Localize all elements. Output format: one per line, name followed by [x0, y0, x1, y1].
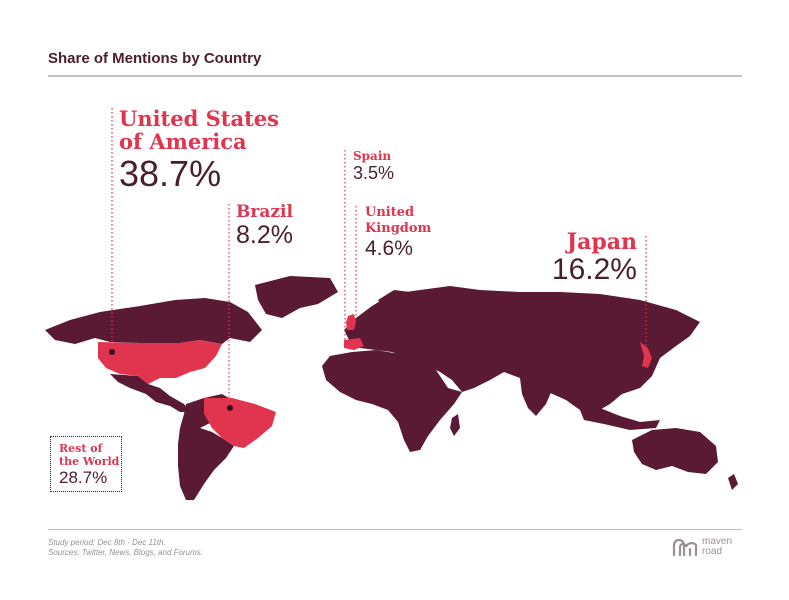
japan-shape	[640, 342, 652, 368]
maven-road-logo-icon	[672, 538, 698, 557]
rest-name: Rest of the World	[59, 442, 120, 468]
brazil-marker	[227, 405, 233, 411]
usa-name: United States of America	[119, 106, 279, 154]
footnote: Study period: Dec 8th - Dec 11th. Source…	[48, 538, 203, 558]
central-america-shape	[110, 374, 190, 412]
usa-marker	[109, 349, 115, 355]
japan-share: 16.2%	[551, 253, 637, 286]
india-shape	[520, 378, 552, 416]
south-america-south-shape	[178, 414, 234, 500]
usa-share: 38.7%	[119, 153, 222, 194]
japan-callout: Japan 16.2%	[552, 230, 637, 286]
uk-callout: United Kingdom 4.6%	[365, 205, 455, 260]
spain-shape	[344, 338, 364, 350]
australia-shape	[632, 428, 718, 474]
spain-callout: Spain 3.5%	[353, 149, 394, 183]
spain-share: 3.5%	[353, 163, 395, 183]
usa-callout: United States of America 38.7%	[119, 107, 279, 193]
study-period: Study period: Dec 8th - Dec 11th.	[48, 538, 166, 547]
brazil-share: 8.2%	[236, 221, 293, 249]
uk-name: United Kingdom	[365, 205, 432, 236]
rest-of-world-callout: Rest of the World 28.7%	[50, 436, 122, 492]
new-zealand-shape	[728, 474, 738, 490]
greenland-shape	[255, 276, 338, 318]
japan-name: Japan	[566, 229, 637, 255]
uk-share: 4.6%	[365, 237, 413, 260]
north-america-shape	[45, 298, 262, 344]
chart-title: Share of Mentions by Country	[48, 50, 262, 67]
madagascar-shape	[450, 414, 460, 436]
usa-shape	[98, 340, 222, 384]
title-divider	[48, 75, 742, 77]
se-asia-shape	[580, 408, 660, 430]
scandinavia-shape	[378, 290, 418, 320]
brazil-shape	[204, 398, 276, 448]
sources: Sources: Twitter, News, Blogs, and Forum…	[48, 548, 204, 557]
maven-road-logo: maven road	[672, 537, 742, 557]
logo-text: maven road	[702, 536, 733, 557]
brazil-name: Brazil	[236, 202, 293, 222]
uk-shape	[346, 314, 356, 330]
brazil-callout: Brazil 8.2%	[236, 202, 293, 249]
eurasia-shape	[344, 286, 700, 412]
africa-shape	[322, 350, 462, 452]
footer-divider	[48, 529, 742, 530]
rest-share: 28.7%	[59, 468, 108, 487]
spain-name: Spain	[353, 149, 392, 163]
